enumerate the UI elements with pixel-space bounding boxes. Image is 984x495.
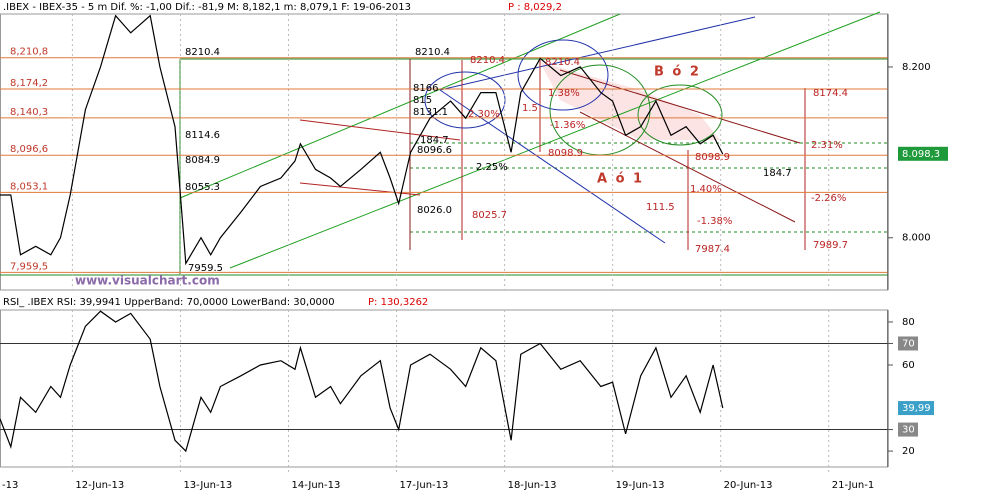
annotation: A ó 1 (597, 172, 644, 187)
y-tick-label: 20 (902, 446, 915, 457)
level-label: 8,140,3 (10, 107, 48, 118)
annotation: 1.38% (548, 88, 580, 99)
annotation: 2.30% (468, 109, 500, 120)
red-line (559, 69, 801, 144)
annotation: 8166 (413, 83, 438, 94)
annotation: 8210.4 (470, 55, 505, 66)
annotation: 184.7 (420, 135, 449, 146)
price-panel (0, 13, 888, 291)
annotation: 8210.4 (415, 47, 450, 58)
channel-line (179, 13, 621, 199)
level-label: 8,053,1 (10, 181, 48, 192)
annotation: 8026.0 (417, 205, 452, 216)
annotation: 1.40% (690, 184, 722, 195)
last-price-box (898, 146, 948, 161)
annotation: 8025.7 (472, 210, 507, 221)
x-tick-label: 14-Jun-13 (291, 480, 340, 491)
annotation: 8174.4 (813, 88, 848, 99)
annotation: -1.36% (550, 120, 585, 131)
rsi-title: RSI_ .IBEX RSI: 39,9941 UpperBand: 70,00… (3, 297, 335, 308)
annotation: 2.31% (811, 140, 843, 151)
x-tick-label: 18-Jun-13 (508, 480, 557, 491)
ellipse (637, 84, 723, 146)
watermark: www.visualchart.com (75, 274, 220, 288)
annotation: 815 (413, 95, 432, 106)
annotation: 8055.3 (185, 182, 220, 193)
annotation: B ó 2 (654, 65, 701, 80)
level-label: 8,210,8 (10, 47, 48, 58)
blue-line (439, 16, 756, 91)
y-tick-label: 8.000 (902, 233, 931, 244)
shade (540, 62, 720, 140)
level-label: 7,959,5 (10, 261, 48, 272)
annotation: 8210.4 (545, 57, 580, 68)
x-tick-label: 20-Jun-13 (724, 480, 773, 491)
last-price-label: 8.098,3 (902, 149, 940, 160)
x-tick-label: 17-Jun-13 (400, 480, 449, 491)
rsi-p-label: P: 130,3262 (368, 297, 428, 308)
x-tick-label: -13 (2, 480, 18, 491)
price-p-label: P : 8,029,2 (508, 2, 562, 13)
rsi-line (0, 310, 724, 453)
y-tick-label: 60 (902, 360, 915, 371)
annotation: 7989.7 (813, 240, 848, 251)
annotation: 2.25% (476, 162, 508, 173)
x-tick-label: 21-Jun-1 (832, 480, 875, 491)
band-box (898, 336, 918, 351)
annotation: 8131.1 (413, 107, 448, 118)
rsi-panel (0, 309, 888, 468)
x-tick-label: 13-Jun-13 (183, 480, 232, 491)
annotation: 7987.4 (695, 244, 730, 255)
annotation: 1.5 (522, 103, 538, 114)
level-label: 8,096,6 (10, 144, 48, 155)
annotation: 111.5 (646, 202, 675, 213)
annotation: 8098.9 (548, 148, 583, 159)
red-line (299, 182, 421, 196)
annotation: 184.7 (763, 168, 792, 179)
ellipse (517, 39, 609, 111)
y-tick-label: 80 (902, 317, 915, 328)
level-label: 8,174,2 (10, 78, 48, 89)
annotation: 8098.9 (695, 152, 730, 163)
y-tick-label: 30 (902, 425, 915, 436)
x-tick-label: 12-Jun-13 (75, 480, 124, 491)
band-box (898, 422, 918, 437)
last-value-label: 39,99 (902, 403, 931, 414)
annotation: 8096.6 (417, 145, 452, 156)
annotation: -2.26% (811, 193, 846, 204)
y-tick-label: 8.200 (902, 62, 931, 73)
annotation: -1.38% (697, 216, 732, 227)
price-line (0, 14, 724, 266)
last-value-box (898, 401, 934, 416)
y-tick-label: 70 (902, 338, 915, 349)
annotation: 8210.4 (185, 47, 220, 58)
annotation: 8084.9 (185, 155, 220, 166)
annotation: 8114.6 (185, 130, 220, 141)
annotation: 7959.5 (188, 263, 223, 274)
red-line (299, 119, 461, 141)
channel-line (229, 11, 881, 269)
blue-line (439, 89, 666, 244)
price-title: .IBEX - IBEX-35 - 5 m Dif. %: -1,00 Dif.… (3, 2, 411, 13)
x-tick-label: 19-Jun-13 (616, 480, 665, 491)
